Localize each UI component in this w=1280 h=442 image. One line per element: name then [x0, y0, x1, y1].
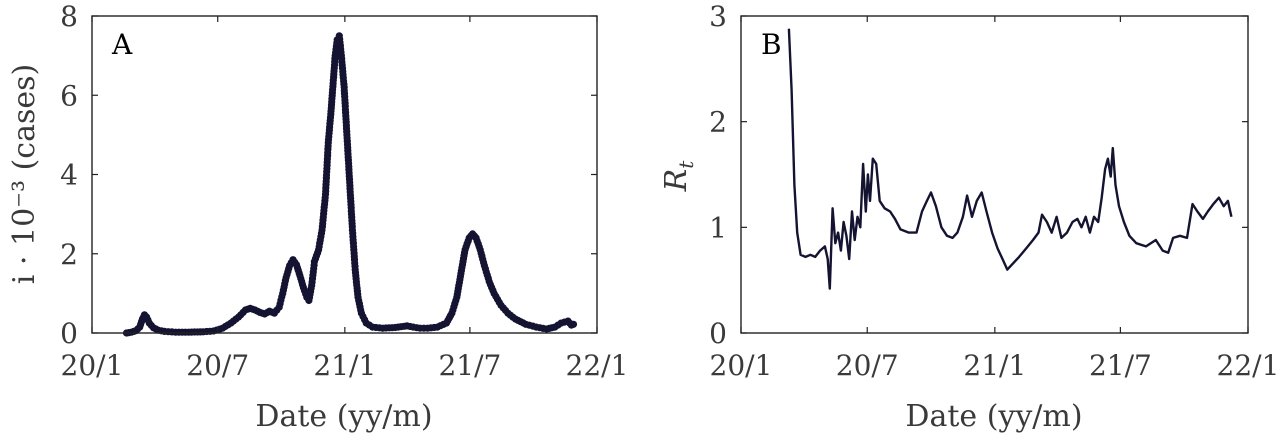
panel-a-xtick-label: 20/7 [186, 349, 249, 382]
panel-b-xtick-label: 20/1 [710, 349, 773, 382]
panel-b-xtick-label: 20/7 [836, 349, 899, 382]
panel-a-ytick-label: 4 [60, 159, 78, 192]
panel-a-ytick-label: 8 [60, 0, 78, 33]
svg-text:Rt: Rt [659, 160, 698, 193]
panel-a-ytick-label: 0 [60, 317, 78, 350]
panel-a-ylabel: i · 10⁻³ (cases) [7, 64, 42, 284]
panel-a-series [122, 32, 578, 337]
panel-a-xtick-label: 22/1 [566, 349, 629, 382]
panel-b-label: B [761, 28, 782, 61]
panel-b-frame [740, 15, 1249, 334]
panel-a-label: A [111, 28, 133, 61]
panel-b-xlabel: Date (yy/m) [905, 399, 1082, 434]
panel-b-xtick-label: 21/1 [963, 349, 1026, 382]
panel-b-ylabel-subscript: t [674, 160, 698, 169]
panel-a-xtick-label: 21/1 [313, 349, 376, 382]
panel-b-ylabel-group: Rt [659, 160, 698, 193]
panel-b-series [787, 28, 1233, 290]
panel-a-xlabel: Date (yy/m) [255, 399, 432, 434]
panel-b-ytick-label: 3 [709, 0, 727, 33]
panel-b-ytick-label: 2 [709, 106, 727, 139]
panel-a-ytick-label: 2 [60, 238, 78, 271]
panel-b: 20/1 20/7 21/1 21/7 22/1 0 1 2 3 B Date (yy/m) R… [659, 0, 1279, 434]
panel-b-xtick-label: 21/7 [1089, 349, 1152, 382]
panel-a-xtick-label: 20/1 [61, 349, 124, 382]
panel-a-data-point [569, 320, 578, 328]
panel-a-xtick-label: 21/7 [438, 349, 501, 382]
panel-b-ytick-label: 1 [709, 211, 727, 244]
panel-b-series-line [787, 28, 1233, 290]
panel-b-ylabel: R [659, 169, 694, 193]
panel-b-xtick-label: 22/1 [1217, 349, 1280, 382]
panel-b-ytick-label: 0 [709, 317, 727, 350]
panel-a-ytick-label: 6 [60, 79, 78, 112]
